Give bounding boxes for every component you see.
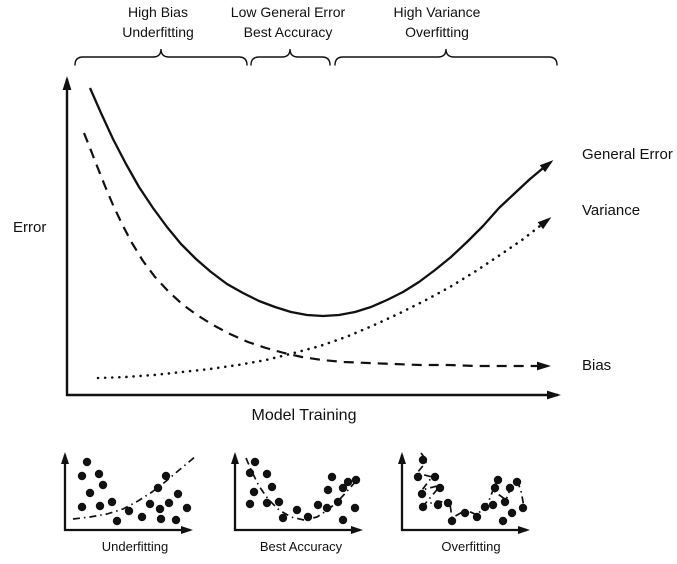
scatter-dot [333,497,343,507]
mini-content-overfitting [413,452,528,526]
scatter-dot [274,497,284,507]
zone-overfitting-line2: Overfitting [405,24,469,40]
scatter-dot [278,513,288,523]
scatter-dot [145,499,155,509]
scatter-dot [351,475,361,485]
scatter-dot [95,501,105,511]
scatter-dot [480,502,490,512]
scatter-dot [137,512,147,522]
scatter-dot [490,483,500,493]
scatter-dot [107,497,117,507]
scatter-dot [507,508,517,518]
scatter-dot [161,471,171,481]
zone-best-accuracy-line1: Low General Error [230,4,346,20]
mini-chart-underfitting [61,452,197,534]
y-axis-label: Error [13,219,47,236]
scatter-dot [512,477,522,487]
x-axis-label: Model Training [251,407,357,424]
curve-general-error [88,87,554,318]
scatter-dot [418,455,428,465]
zone-label-best-accuracy: Low General Error Best Accuracy [231,2,345,42]
scatter-dot [182,503,192,513]
caption-underfitting: Underfitting [101,539,169,554]
scatter-dot [443,498,453,508]
brace-best-accuracy-region [250,48,331,66]
scatter-dot [327,472,337,482]
scatter-dot [518,503,528,513]
curve-variance [96,217,552,380]
curves-layer [82,87,554,380]
scatter-dot [173,489,183,499]
scatter-dot [493,475,503,485]
scatter-dot [303,512,313,522]
scatter-dot [338,515,348,525]
scatter-dot [164,498,174,508]
scatter-dot [430,472,440,482]
scatter-dot [418,502,428,512]
zone-label-underfitting: High Bias Underfitting [122,2,194,42]
scatter-dot [488,500,498,510]
scatter-dot [94,469,104,479]
label-bias: Bias [582,357,612,374]
scatter-dot [323,485,333,495]
zone-underfitting-line2: Underfitting [122,24,194,40]
label-variance: Variance [582,202,641,219]
scatter-dot [153,483,163,493]
brace-underfitting-region [74,48,248,66]
scatter-dot [124,506,134,516]
scatter-dot [82,457,92,467]
zone-best-accuracy-line2: Best Accuracy [243,24,333,40]
scatter-dot [249,487,259,497]
scatter-dot [155,504,165,514]
mini-content-best-accuracy [245,457,362,525]
fit-line [72,455,197,520]
scatter-dot [447,516,457,526]
scatter-dot [460,508,470,518]
zone-label-overfitting: High Variance Overfitting [394,2,481,42]
caption-overfitting: Overfitting [441,539,501,554]
brace-overfitting-region [334,48,558,66]
scatter-dot [433,500,443,510]
zone-overfitting-line1: High Variance [393,4,481,20]
scatter-dot [245,468,255,478]
scatter-dot [498,516,508,526]
scatter-dot [262,469,272,479]
mini-content-underfitting [72,455,197,526]
scatter-dot [350,503,360,513]
scatter-dot [112,516,122,526]
scatter-dot [77,502,87,512]
scatter-dot [505,483,515,493]
scatter-dot [343,477,353,487]
scatter-dot [77,471,87,481]
scatter-dot [262,498,272,508]
scatter-dot [322,503,332,513]
fit-line [245,457,362,521]
scatter-dot [472,512,482,522]
scatter-dot [292,505,302,515]
scatter-dot [435,483,445,493]
scatter-dot [85,488,95,498]
scatter-dot [98,480,108,490]
scatter-dot [250,457,260,467]
scatter-dot [245,499,255,509]
scatter-dot [267,482,277,492]
scatter-dot [417,489,427,499]
mini-chart-overfitting [398,452,530,534]
scatter-dot [171,515,181,525]
mini-chart-best-accuracy [231,452,363,534]
scatter-dot [500,497,510,507]
caption-best-accuracy: Best Accuracy [259,539,343,554]
curve-bias [82,132,551,371]
label-general-error: General Error [582,146,673,163]
scatter-dot [313,500,323,510]
zone-underfitting-line1: High Bias [128,4,188,20]
scatter-dot [413,472,423,482]
scatter-dot [156,514,166,524]
scatter-dot [338,483,348,493]
